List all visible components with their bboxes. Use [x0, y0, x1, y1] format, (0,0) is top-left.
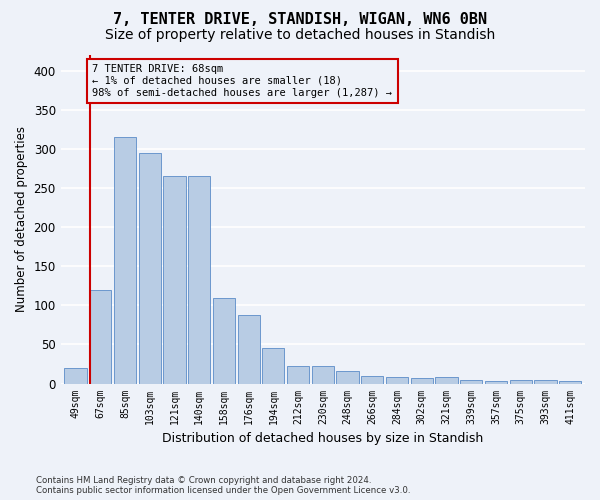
Bar — [188, 176, 210, 384]
X-axis label: Distribution of detached houses by size in Standish: Distribution of detached houses by size … — [162, 432, 484, 445]
Bar — [89, 290, 112, 384]
Bar — [559, 381, 581, 384]
Bar — [64, 368, 86, 384]
Bar — [312, 366, 334, 384]
Bar — [163, 176, 185, 384]
Text: 7 TENTER DRIVE: 68sqm
← 1% of detached houses are smaller (18)
98% of semi-detac: 7 TENTER DRIVE: 68sqm ← 1% of detached h… — [92, 64, 392, 98]
Bar — [386, 378, 408, 384]
Bar — [262, 348, 284, 384]
Bar — [436, 378, 458, 384]
Bar — [534, 380, 557, 384]
Y-axis label: Number of detached properties: Number of detached properties — [15, 126, 28, 312]
Bar — [410, 378, 433, 384]
Text: Size of property relative to detached houses in Standish: Size of property relative to detached ho… — [105, 28, 495, 42]
Bar — [213, 298, 235, 384]
Bar — [139, 153, 161, 384]
Bar — [460, 380, 482, 384]
Bar — [114, 137, 136, 384]
Bar — [238, 314, 260, 384]
Bar — [509, 380, 532, 384]
Bar — [337, 371, 359, 384]
Text: Contains HM Land Registry data © Crown copyright and database right 2024.
Contai: Contains HM Land Registry data © Crown c… — [36, 476, 410, 495]
Bar — [287, 366, 309, 384]
Text: 7, TENTER DRIVE, STANDISH, WIGAN, WN6 0BN: 7, TENTER DRIVE, STANDISH, WIGAN, WN6 0B… — [113, 12, 487, 28]
Bar — [361, 376, 383, 384]
Bar — [485, 381, 507, 384]
